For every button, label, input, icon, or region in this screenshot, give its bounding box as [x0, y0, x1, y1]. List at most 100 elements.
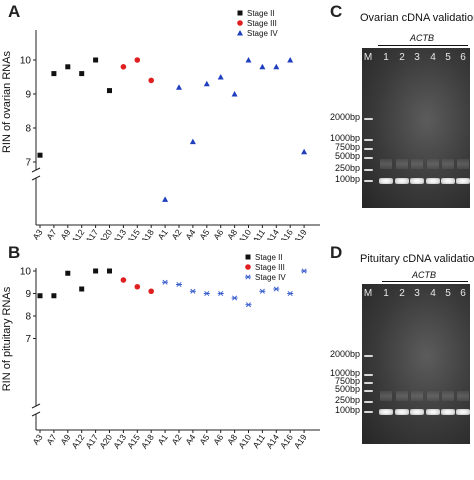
- ladder-band: [364, 401, 373, 403]
- data-point: [51, 71, 57, 77]
- panel-letter-c: C: [330, 2, 343, 21]
- legend-marker: [245, 264, 251, 270]
- sample-smear: [396, 159, 408, 169]
- sample-smear: [427, 391, 439, 401]
- data-point: [301, 268, 308, 274]
- data-point: [203, 290, 210, 297]
- legend-label: Stage III: [255, 263, 285, 272]
- ladder-band: [364, 411, 373, 413]
- data-point: [231, 91, 238, 97]
- data-point: [51, 293, 57, 299]
- x-tick-label: A1: [156, 227, 170, 240]
- x-tick-label: A3: [30, 227, 44, 240]
- bp-marker-label: 250bp: [334, 163, 360, 173]
- gel-lane-label: 6: [460, 288, 466, 299]
- data-point: [259, 288, 266, 294]
- panel-letter-d: D: [330, 243, 343, 262]
- data-point: [107, 268, 112, 274]
- bp-marker-label: 2000bp: [329, 112, 360, 122]
- data-point: [217, 290, 224, 297]
- data-point: [79, 71, 85, 77]
- legend-label: Stage II: [255, 253, 283, 262]
- y-tick-label: 9: [25, 90, 31, 101]
- sample-band: [379, 178, 393, 184]
- panel-letter-b: B: [8, 243, 21, 262]
- ladder-band: [364, 374, 373, 376]
- legend-label: Stage IV: [255, 273, 286, 282]
- ladder-band: [364, 157, 373, 159]
- sample-band: [441, 409, 455, 415]
- sample-smear: [411, 159, 423, 169]
- gel-lane-label: 5: [445, 288, 451, 299]
- legend-marker: [245, 274, 251, 280]
- y-tick-label: 8: [25, 124, 31, 135]
- bp-marker-label: 100bp: [334, 405, 360, 415]
- bp-marker-label: 100bp: [334, 174, 360, 184]
- data-point: [273, 286, 280, 292]
- legend-label: Stage III: [247, 19, 277, 28]
- gel-lane-label: 3: [414, 288, 420, 299]
- bp-marker-label: 750bp: [334, 142, 360, 152]
- y-tick-label: 10: [20, 267, 32, 278]
- data-point: [287, 290, 294, 297]
- data-point: [189, 138, 196, 145]
- sample-band: [441, 178, 455, 184]
- data-point: [134, 57, 141, 63]
- x-tick-label: A20: [97, 432, 114, 450]
- data-point: [148, 288, 154, 295]
- bp-marker-label: 1000bp: [329, 133, 360, 143]
- x-tick-label: A13: [111, 432, 128, 450]
- x-tick-label: A11: [251, 432, 268, 450]
- data-point: [245, 302, 252, 308]
- bp-marker-label: 750bp: [334, 376, 360, 386]
- data-point: [65, 64, 71, 70]
- sample-band: [395, 409, 409, 415]
- sample-smear: [380, 391, 392, 401]
- sample-smear: [457, 159, 469, 169]
- y-tick-label: 9: [25, 289, 31, 300]
- sample-smear: [457, 391, 469, 401]
- gel-lane-label: 1: [383, 288, 389, 299]
- axis-break-mark: [31, 175, 41, 181]
- data-point: [107, 88, 112, 94]
- x-tick-label: A19: [292, 432, 309, 450]
- legend-marker: [237, 30, 243, 36]
- gel-gene-line: [382, 281, 468, 282]
- sample-band: [410, 409, 424, 415]
- data-point: [203, 80, 210, 87]
- data-point: [79, 286, 85, 292]
- y-axis-title: RIN of ovarian RNAs: [1, 50, 13, 153]
- gel-lane-label: 3: [414, 52, 420, 63]
- x-tick-label: A2: [169, 227, 183, 240]
- axis-break-mark: [31, 167, 41, 173]
- data-point: [287, 57, 294, 63]
- bp-marker-label: 1000bp: [329, 368, 360, 378]
- x-tick-label: A5: [197, 227, 211, 240]
- panel-letter-a: A: [8, 2, 21, 21]
- gel-title: Pituitary cDNA validation: [360, 253, 474, 265]
- gel-gene-label: ACTB: [412, 270, 437, 280]
- sample-band: [395, 178, 409, 184]
- data-point: [217, 74, 224, 80]
- data-point: [148, 77, 154, 84]
- ladder-band: [364, 169, 373, 171]
- x-tick-label: A4: [183, 432, 197, 446]
- gel-lane-label: 4: [430, 52, 436, 63]
- data-point: [37, 152, 43, 158]
- x-tick-label: A6: [211, 227, 225, 240]
- data-point: [245, 57, 252, 63]
- axis-break-mark: [31, 403, 41, 409]
- gel-lane-label: 1: [383, 52, 389, 63]
- sample-smear: [396, 391, 408, 401]
- data-point: [162, 279, 169, 285]
- data-point: [189, 288, 196, 294]
- data-point: [176, 281, 182, 288]
- data-point: [259, 63, 266, 70]
- data-point: [176, 84, 182, 90]
- sample-band: [456, 409, 470, 415]
- y-tick-label: 7: [25, 334, 31, 345]
- bp-marker-label: 500bp: [334, 384, 360, 394]
- legend-marker: [237, 10, 243, 16]
- legend-label: Stage II: [247, 9, 275, 18]
